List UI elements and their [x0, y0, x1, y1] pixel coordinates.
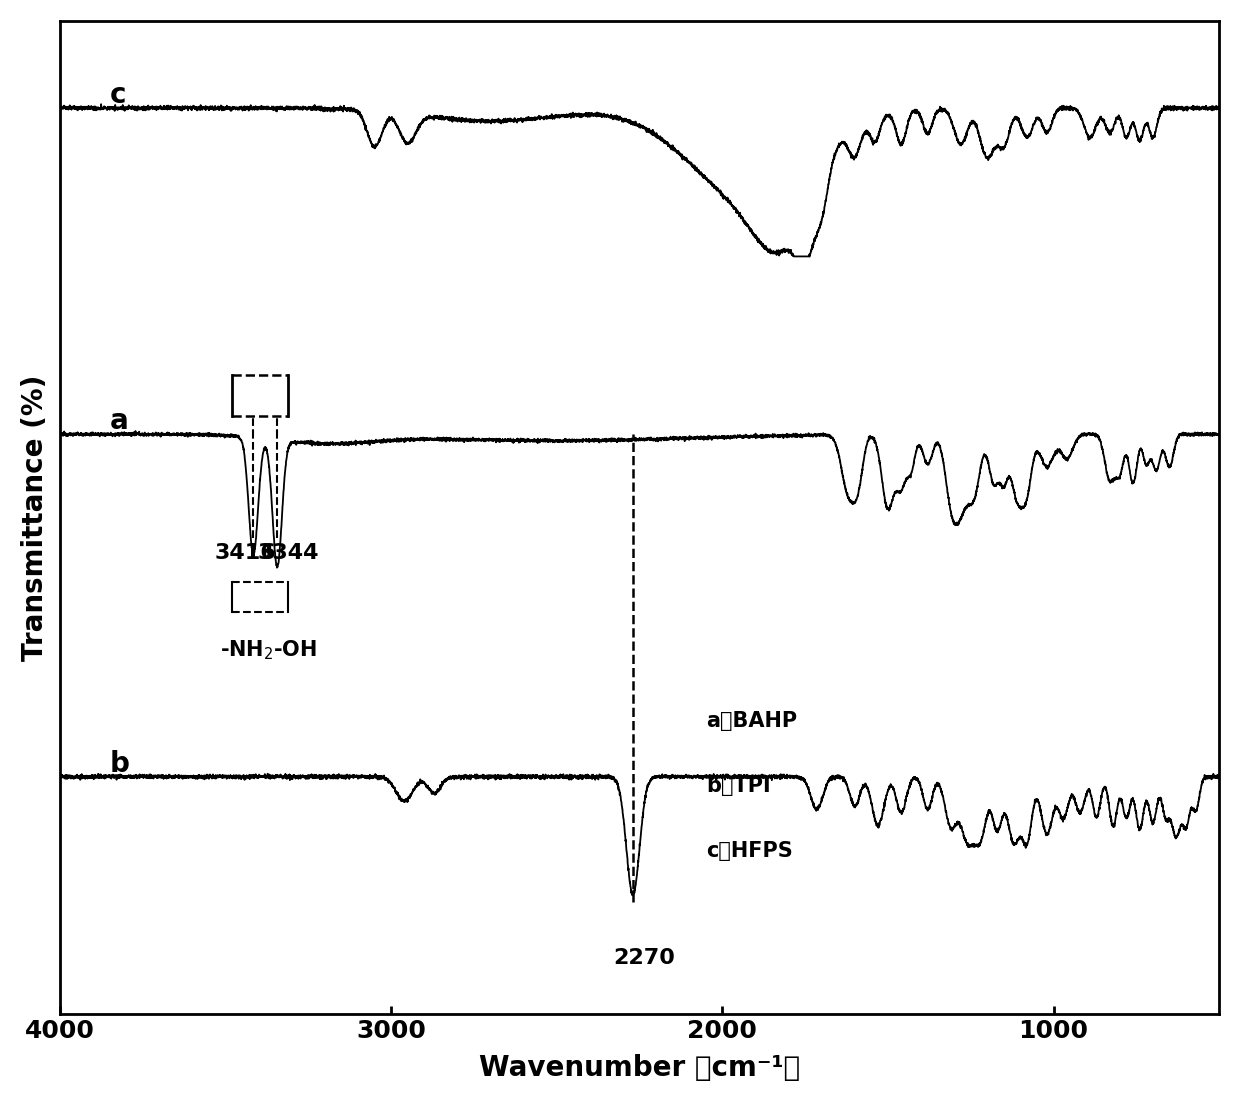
Text: a: a [109, 407, 129, 436]
Text: -NH$_2$-OH: -NH$_2$-OH [219, 639, 317, 662]
Text: b: b [109, 750, 129, 778]
Text: 3416: 3416 [215, 543, 277, 563]
X-axis label: Wavenumber （cm⁻¹）: Wavenumber （cm⁻¹） [479, 1054, 800, 1082]
Y-axis label: Transmittance (%): Transmittance (%) [21, 374, 48, 661]
Text: c: c [109, 82, 126, 109]
Text: 3344: 3344 [258, 543, 319, 563]
Text: a：BAHP: a：BAHP [706, 710, 797, 730]
Text: c：HFPS: c：HFPS [706, 840, 792, 861]
Text: 2270: 2270 [613, 947, 675, 967]
Text: b：TPI: b：TPI [706, 775, 770, 795]
